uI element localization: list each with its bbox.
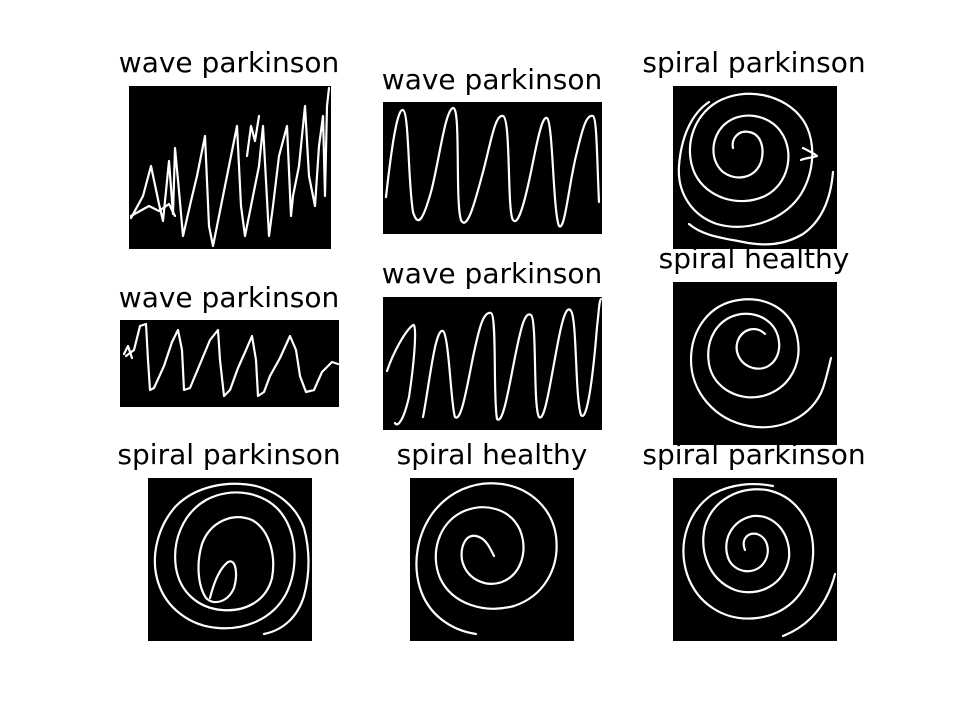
spiral-drawing-image (673, 478, 837, 641)
spiral-drawing-image (673, 86, 837, 249)
panel-title: wave parkinson (118, 281, 340, 314)
spiral-drawing-image (673, 282, 837, 445)
spiral-drawing-image (410, 478, 574, 641)
panel-title: spiral parkinson (642, 46, 866, 79)
panel-title: spiral healthy (396, 438, 588, 471)
panel-title: wave parkinson (118, 46, 340, 79)
panel-title: spiral parkinson (642, 438, 866, 471)
wave-drawing-image (129, 86, 331, 249)
panel-title: wave parkinson (381, 63, 603, 96)
panel-title: wave parkinson (381, 257, 603, 290)
panel-title: spiral healthy (658, 242, 850, 275)
wave-drawing-image (120, 320, 339, 407)
wave-drawing-image (383, 297, 602, 430)
panel-title: spiral parkinson (117, 438, 341, 471)
wave-drawing-image (383, 102, 602, 234)
spiral-drawing-image (148, 478, 312, 641)
